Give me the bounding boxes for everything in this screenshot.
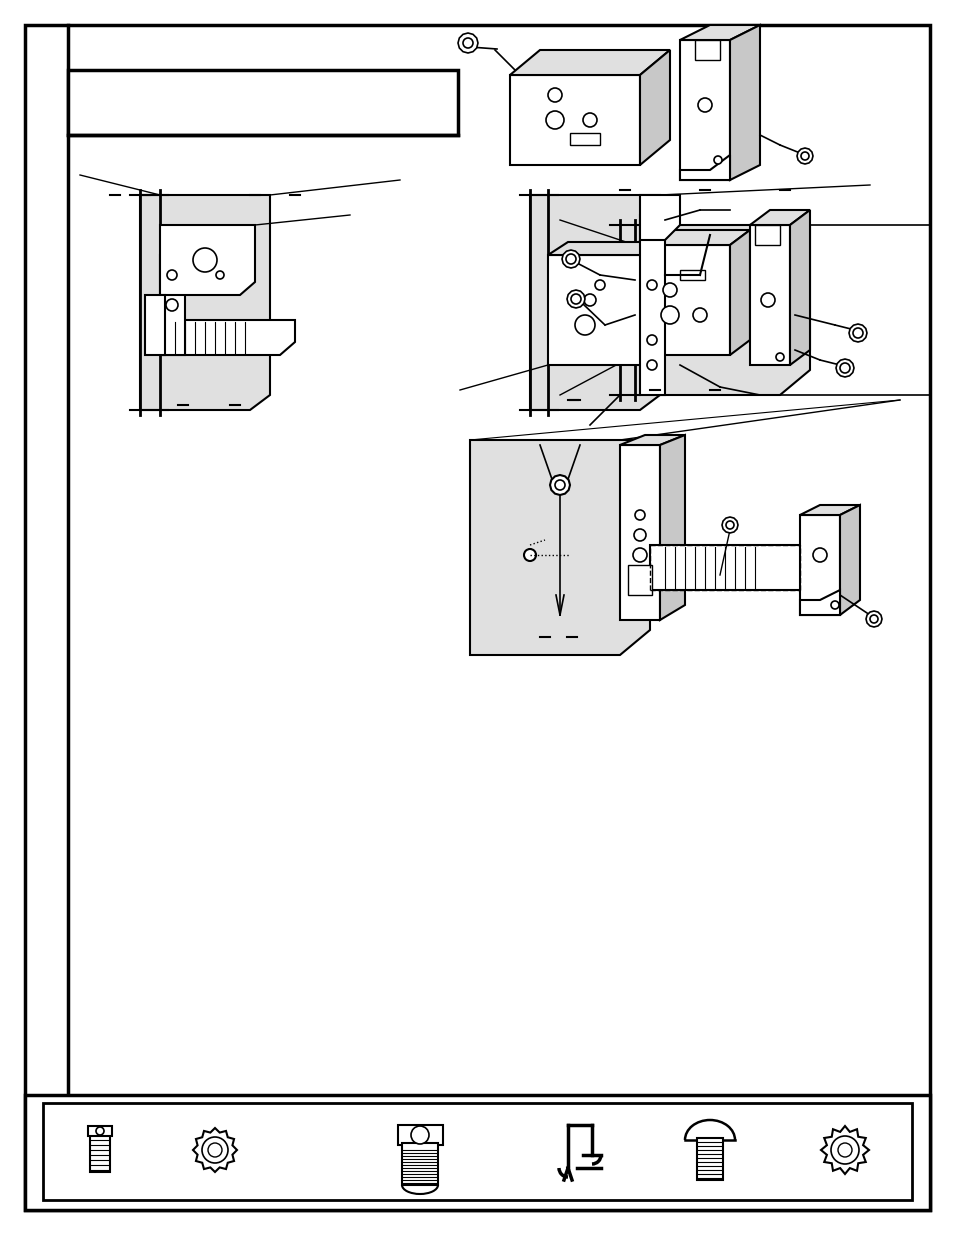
Polygon shape [635,245,729,354]
Circle shape [208,1144,222,1157]
Circle shape [523,550,536,561]
Circle shape [565,254,576,264]
Polygon shape [160,254,185,354]
Circle shape [547,88,561,103]
Polygon shape [649,545,809,590]
Circle shape [760,293,774,308]
Bar [697,1137,722,1179]
Circle shape [635,510,644,520]
Circle shape [582,112,597,127]
Polygon shape [547,242,659,254]
Polygon shape [530,195,659,410]
Polygon shape [796,148,812,164]
Polygon shape [800,590,840,615]
Polygon shape [160,225,254,295]
Circle shape [545,111,563,128]
Circle shape [646,359,657,370]
Circle shape [595,280,604,290]
Polygon shape [679,156,729,180]
Circle shape [583,294,596,306]
Circle shape [725,521,733,529]
Circle shape [852,329,862,338]
Circle shape [830,601,838,609]
Polygon shape [470,440,649,655]
Polygon shape [679,40,729,180]
Polygon shape [821,1126,868,1174]
Circle shape [202,1137,228,1163]
Polygon shape [639,49,669,165]
Polygon shape [619,225,809,395]
Circle shape [575,315,595,335]
Polygon shape [635,230,749,245]
Polygon shape [510,75,639,165]
Circle shape [692,308,706,322]
Circle shape [571,294,580,304]
Bar [679,270,704,280]
Polygon shape [547,254,659,366]
Circle shape [646,280,657,290]
Circle shape [96,1128,104,1135]
Bar [25,1095,929,1210]
Bar [401,1144,437,1186]
Polygon shape [193,1128,236,1172]
Polygon shape [140,195,270,410]
Circle shape [193,248,216,272]
Polygon shape [749,210,809,225]
Polygon shape [695,40,720,61]
Circle shape [646,335,657,345]
Circle shape [775,353,783,361]
Bar [90,1134,110,1172]
Polygon shape [145,295,165,354]
Circle shape [698,98,711,112]
Circle shape [869,615,877,622]
Polygon shape [800,515,840,615]
Circle shape [837,1144,851,1157]
Circle shape [662,283,677,296]
Polygon shape [619,445,659,620]
Circle shape [462,38,473,48]
Polygon shape [848,324,866,342]
Bar [397,1125,442,1145]
Circle shape [215,270,224,279]
Polygon shape [789,210,809,366]
Polygon shape [550,475,569,495]
Bar [627,564,651,595]
Polygon shape [619,435,684,445]
Bar [43,1103,911,1200]
Circle shape [555,480,564,490]
Bar [88,1126,112,1136]
Circle shape [166,299,178,311]
Circle shape [801,152,808,161]
Polygon shape [679,25,760,40]
Polygon shape [840,505,859,615]
Polygon shape [639,195,679,240]
Polygon shape [561,249,579,268]
Circle shape [167,270,177,280]
Polygon shape [639,215,664,395]
Bar [569,133,599,144]
Polygon shape [566,290,584,308]
Bar [68,70,457,135]
Circle shape [713,156,721,164]
Polygon shape [865,611,882,627]
Polygon shape [729,230,749,354]
Circle shape [840,363,849,373]
Circle shape [411,1126,429,1144]
Polygon shape [800,505,859,515]
Circle shape [634,529,645,541]
Polygon shape [160,320,294,354]
Polygon shape [729,25,760,180]
Circle shape [812,548,826,562]
Polygon shape [659,435,684,620]
Polygon shape [835,359,853,377]
Circle shape [660,306,679,324]
Circle shape [633,548,646,562]
Polygon shape [510,49,669,75]
Circle shape [830,1136,858,1165]
Polygon shape [749,225,789,366]
Polygon shape [754,225,780,245]
Polygon shape [457,33,477,53]
Polygon shape [721,517,738,534]
